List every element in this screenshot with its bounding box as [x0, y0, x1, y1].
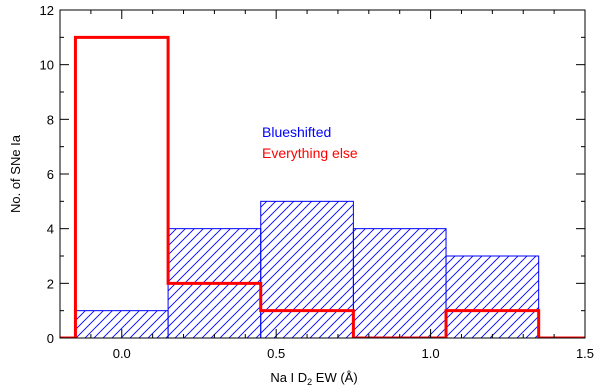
x-axis-label-subscript: 2 [307, 377, 312, 387]
y-tick-label-6: 12 [40, 3, 54, 18]
x-tick-label-3: 1.5 [576, 346, 594, 361]
bar-blueshifted-4 [445, 255, 540, 338]
y-tick-label-3: 6 [47, 167, 54, 182]
x-tick-label-2: 1.0 [422, 346, 440, 361]
x-axis-label-tail: EW (Å) [312, 370, 358, 385]
legend: Blueshifted Everything else [262, 124, 358, 161]
y-tick-label-1: 2 [47, 276, 54, 291]
legend-label-everything-else: Everything else [262, 145, 358, 161]
x-tick-label-0: 0.0 [113, 346, 131, 361]
bar-blueshifted-3 [352, 228, 447, 338]
bar-blueshifted-2 [260, 200, 354, 338]
y-tick-label-4: 8 [47, 112, 54, 127]
y-tick-label-0: 0 [47, 331, 54, 346]
series-blueshifted [74, 200, 540, 338]
step-everything-else [73, 35, 585, 338]
series-everything-else [60, 35, 585, 338]
x-tick-label-1: 0.5 [267, 346, 285, 361]
y-tick-label-2: 4 [47, 222, 54, 237]
x-axis-label-main: Na I D [270, 370, 307, 385]
y-axis-label: No. of SNe Ia [8, 134, 23, 213]
x-axis-label: Na I D2 EW (Å) [270, 370, 357, 387]
legend-label-blueshifted: Blueshifted [262, 124, 331, 140]
y-tick-label-5: 10 [40, 58, 54, 73]
